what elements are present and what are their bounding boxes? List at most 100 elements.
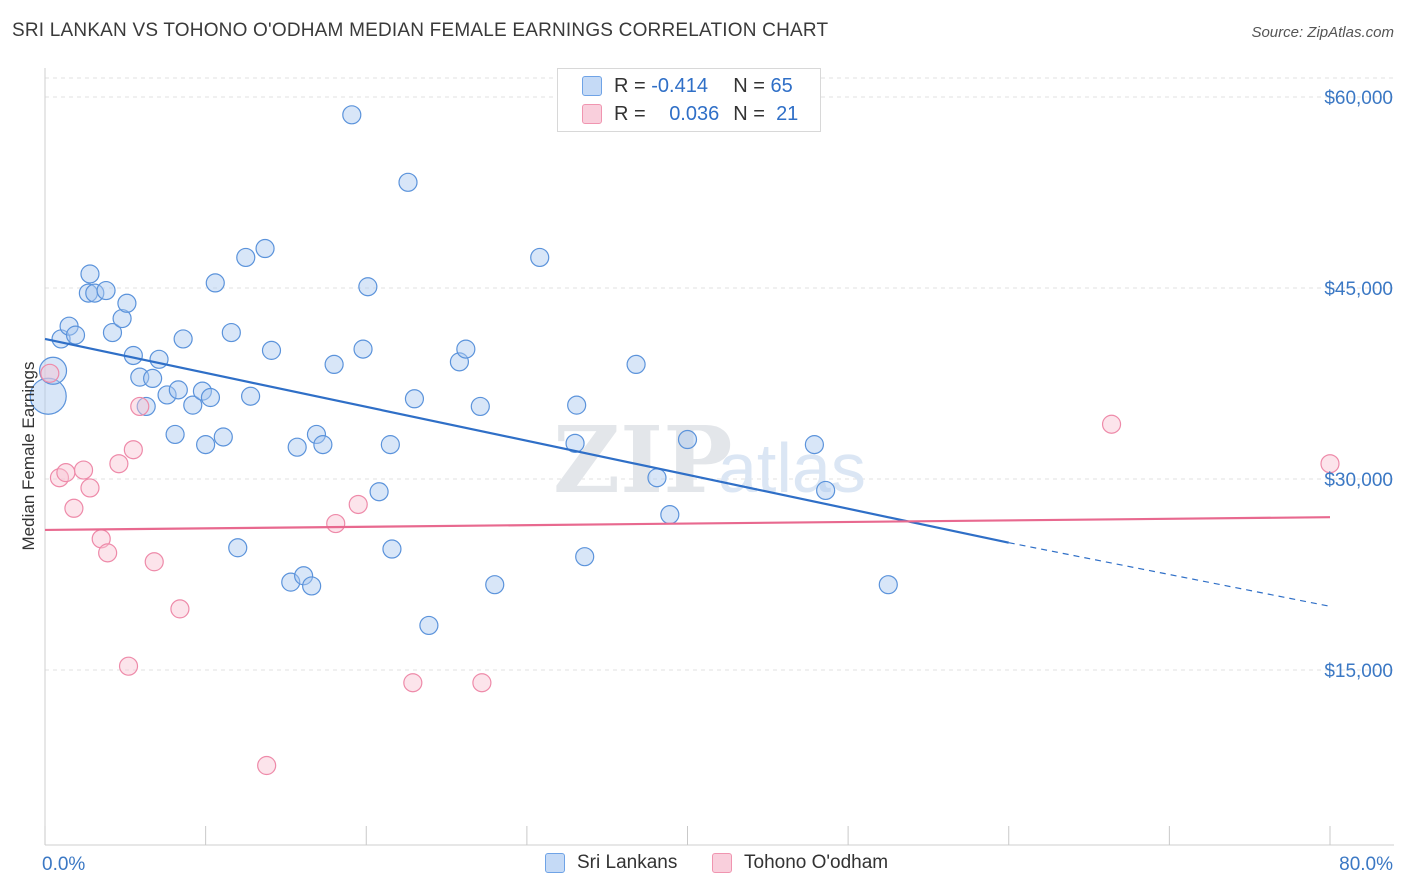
watermark-zip: ZIP <box>553 406 732 514</box>
scatter-point <box>213 427 233 447</box>
scatter-point <box>123 440 143 460</box>
legend-row-sri-lankans: R = -0.414 N = 65 <box>582 74 793 98</box>
scatter-point <box>64 498 84 518</box>
stats-legend: R = -0.414 N = 65 R = 0.036 N = 21 <box>557 68 821 132</box>
trend-line-tohono-oodham <box>44 516 1331 532</box>
scatter-point <box>575 547 595 567</box>
scatter-point <box>398 172 418 192</box>
legend-n-label: N = <box>733 102 765 125</box>
scatter-point <box>102 322 123 343</box>
scatter-point <box>168 380 188 400</box>
scatter-point <box>241 386 261 406</box>
scatter-point <box>294 566 314 586</box>
scatter-point <box>804 435 824 455</box>
y-tick-label: $45,000 <box>1324 279 1393 300</box>
scatter-point <box>173 329 193 349</box>
scatter-point <box>287 437 307 457</box>
gridlines <box>45 77 1394 671</box>
legend-swatch-blue <box>545 853 565 873</box>
x-tick-label-min: 0.0% <box>42 854 85 875</box>
scatter-point <box>136 396 156 417</box>
scatter-point <box>660 505 680 525</box>
scatter-point <box>200 387 221 408</box>
scatter-point <box>157 385 177 405</box>
scatter-point <box>109 454 129 474</box>
scatter-point <box>130 396 150 417</box>
scatter-point <box>313 435 333 455</box>
trend-line-sri-lankans <box>44 337 1009 544</box>
legend-swatch-pink <box>712 853 732 873</box>
scatter-point <box>65 325 86 345</box>
scatter-point <box>567 395 587 415</box>
legend-item-sri-lankans: Sri Lankans <box>545 852 677 874</box>
legend-n-value: 21 <box>776 102 799 125</box>
scatter-point <box>382 539 402 559</box>
scatter-point <box>29 377 67 415</box>
scatter-point <box>626 354 646 374</box>
scatter-point <box>261 340 282 360</box>
scatter-point <box>221 322 241 343</box>
x-tick-label-max: 80.0% <box>1339 854 1393 875</box>
scatter-point <box>170 599 190 619</box>
scatter-point <box>85 283 105 303</box>
scatter-point <box>1101 414 1122 434</box>
scatter-point <box>117 293 137 313</box>
scatter-point <box>530 247 550 268</box>
scatter-point <box>149 349 169 369</box>
scatter-point <box>80 264 100 284</box>
series-sri-lankans <box>29 105 898 636</box>
scatter-point <box>80 478 100 498</box>
scatter-point <box>228 538 248 558</box>
scatter-point <box>342 105 362 125</box>
scatter-point <box>40 363 60 383</box>
legend-swatch-pink <box>582 104 602 124</box>
scatter-point <box>144 552 164 572</box>
scatter-point <box>472 673 492 693</box>
scatter-point <box>183 395 203 415</box>
scatter-point <box>118 656 139 676</box>
y-axis-label: Median Female Earnings <box>19 362 38 551</box>
scatter-point <box>485 575 505 595</box>
legend-r-value: -0.414 <box>651 74 708 97</box>
source-label: Source: ZipAtlas.com <box>1251 24 1394 41</box>
scatter-point <box>380 435 400 455</box>
scatter-point <box>878 575 898 595</box>
scatter-point <box>205 273 225 293</box>
legend-r-label: R = <box>614 74 646 97</box>
scatter-point <box>98 543 118 563</box>
trend-line-sri-lankans-extension <box>1008 542 1331 607</box>
scatter-point <box>326 513 346 534</box>
scatter-point <box>236 247 256 268</box>
scatter-point <box>369 482 389 502</box>
scatter-point <box>56 463 76 483</box>
chart-title: SRI LANKAN VS TOHONO O'ODHAM MEDIAN FEMA… <box>12 20 829 41</box>
scatter-point <box>143 368 163 389</box>
scatter-point <box>38 356 68 385</box>
scatter-point <box>353 339 373 359</box>
scatter-point <box>96 280 116 301</box>
legend-label-tohono-oodham: Tohono O'odham <box>744 852 889 873</box>
scatter-point <box>419 615 439 636</box>
y-tick-labels: $15,000 $30,000 $45,000 $60,000 <box>1324 88 1393 682</box>
scatter-point <box>677 429 698 450</box>
scatter-point <box>306 424 327 445</box>
scatter-point <box>647 468 667 488</box>
legend-n-value: 65 <box>770 74 793 97</box>
scatter-point <box>816 480 836 501</box>
scatter-point <box>404 389 425 409</box>
legend-swatch-blue <box>582 76 602 96</box>
scatter-point <box>255 238 275 259</box>
series-tohono-oodham <box>40 363 1340 776</box>
scatter-point <box>456 339 476 359</box>
x-ticks <box>44 826 1331 845</box>
scatter-point <box>565 433 585 453</box>
scatter-point <box>165 424 185 445</box>
y-tick-label: $60,000 <box>1324 88 1393 109</box>
scatter-point <box>112 308 132 329</box>
scatter-point <box>196 435 216 455</box>
legend-n-label: N = <box>733 74 765 97</box>
scatter-point <box>73 460 94 480</box>
y-tick-label: $15,000 <box>1324 661 1393 682</box>
legend-r-label: R = <box>614 102 646 125</box>
